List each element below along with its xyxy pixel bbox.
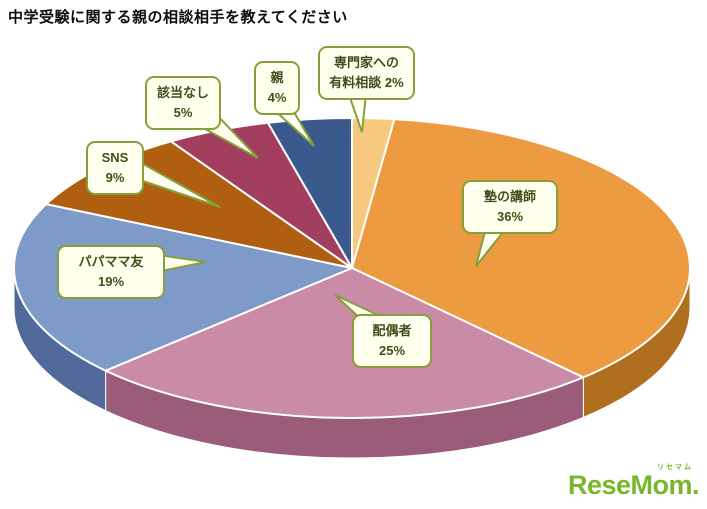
resemom-logo-ruby: リセマム	[657, 464, 693, 471]
callout-label: 塾の講師	[483, 189, 536, 204]
callout-value: 36%	[496, 209, 524, 225]
pie-slice-top-2	[104, 267, 585, 419]
callout-expert-paid: 専門家への有料相談 2%	[318, 46, 415, 101]
callout-label: パパママ友	[78, 254, 144, 269]
callout-spouse: 配偶者 25%	[352, 314, 432, 369]
callout-value: 5%	[173, 105, 193, 121]
callout-label: 配偶者	[372, 323, 412, 338]
callout-value: 25%	[378, 343, 406, 359]
resemom-logo-text: ReseMom.	[567, 470, 700, 500]
pie-slice-top-6	[266, 117, 353, 269]
callout-cram-school-teacher: 塾の講師 36%	[462, 180, 558, 235]
callout-value: 4%	[267, 90, 287, 106]
callout-papamama-friends: パパママ友 19%	[57, 245, 165, 300]
callout-label: 親	[270, 70, 284, 85]
callout-value: 19%	[97, 274, 125, 290]
pie-slice-top-1	[351, 118, 691, 379]
chart-title: 中学受験に関する親の相談相手を教えてください	[8, 9, 348, 26]
callout-value: 9%	[105, 170, 125, 186]
callout-label: 専門家への有料相談	[329, 55, 399, 91]
callout-value: 2%	[384, 75, 404, 91]
callout-sns: SNS 9%	[86, 141, 144, 196]
callout-label: SNS	[101, 150, 129, 165]
callout-label: 該当なし	[156, 85, 209, 100]
callout-not-applicable: 該当なし 5%	[145, 76, 221, 131]
resemom-logo: リセマム ReseMom.	[567, 464, 700, 500]
callout-parent: 親 4%	[254, 61, 300, 116]
